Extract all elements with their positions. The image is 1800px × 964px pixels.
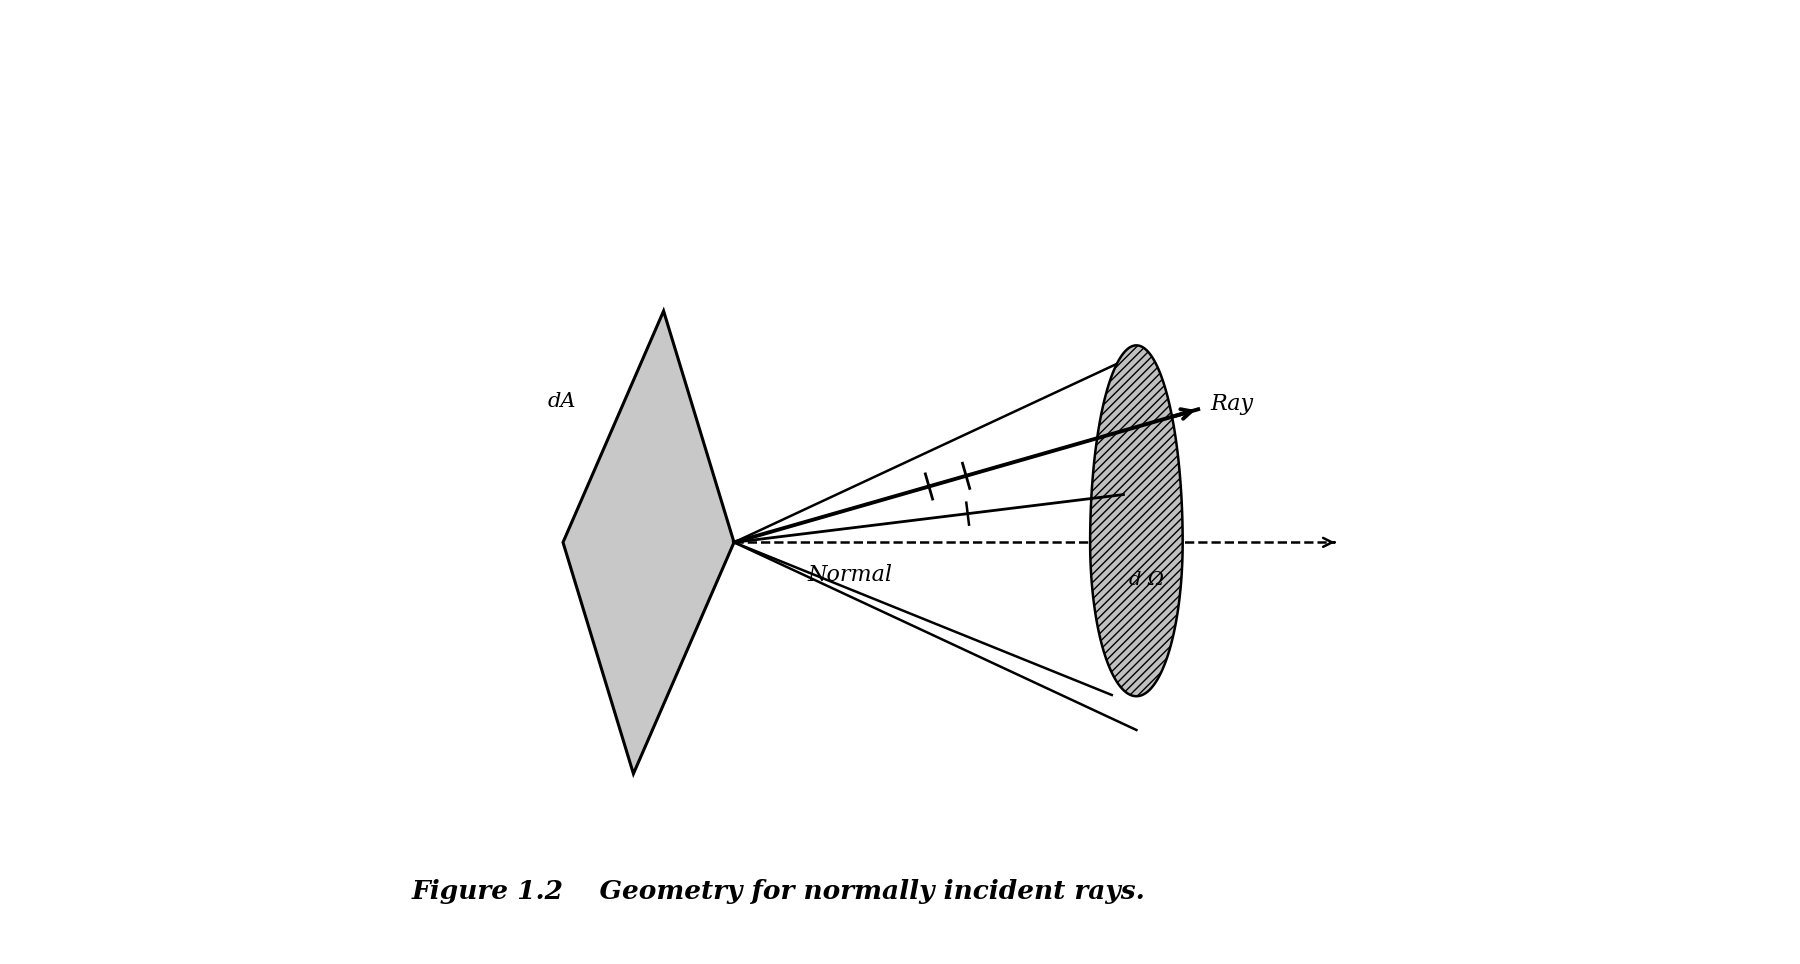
Polygon shape [563, 311, 734, 774]
Text: Normal: Normal [806, 565, 893, 586]
Text: dA: dA [547, 392, 576, 411]
Text: Ray: Ray [1210, 393, 1253, 415]
Polygon shape [1091, 345, 1183, 696]
Text: d Ω: d Ω [1129, 571, 1165, 589]
Text: Figure 1.2    Geometry for normally incident rays.: Figure 1.2 Geometry for normally inciden… [412, 879, 1147, 904]
